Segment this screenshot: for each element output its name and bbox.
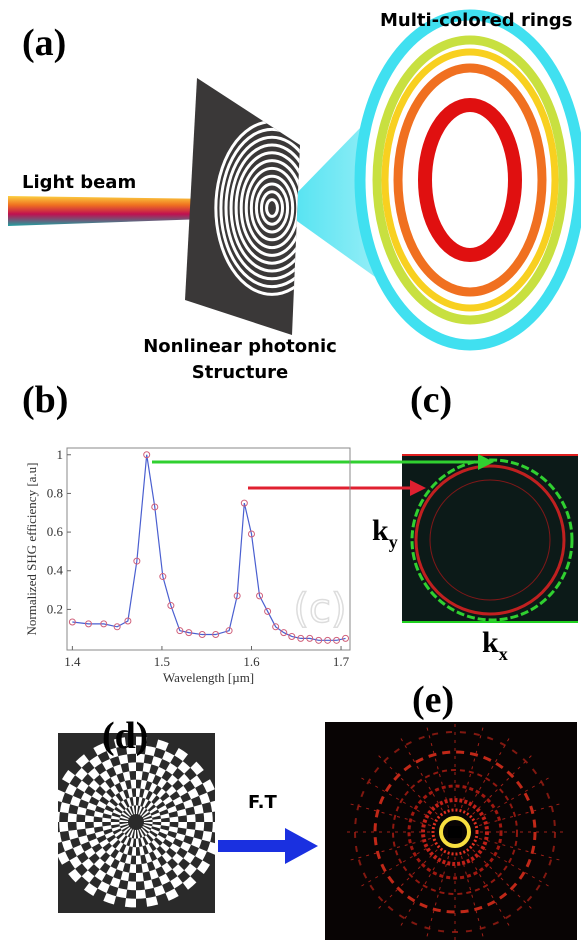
k: k [372, 514, 389, 547]
blue-arrow [218, 828, 318, 864]
segment [136, 873, 144, 882]
k: k [482, 626, 499, 659]
panel-label: (a) [22, 22, 66, 64]
y-tick-label: 0.4 [47, 563, 64, 578]
ft-center [448, 826, 462, 838]
segment [59, 822, 68, 832]
sub: y [389, 532, 398, 552]
x-tick-label: 1.7 [333, 654, 350, 669]
beam-label: Light beam [22, 172, 136, 193]
segment [76, 822, 85, 830]
panel-label: (e) [412, 679, 454, 721]
y-tick-label: 0.2 [47, 601, 63, 616]
page: (a) (b) (c) (d) (e) Light beam Multi-col… [0, 0, 581, 946]
y-tick-label: 1 [57, 447, 64, 462]
segment [127, 881, 136, 890]
panel-label: (d) [102, 715, 148, 757]
y-tick-label: 0.8 [47, 485, 63, 500]
segment [51, 811, 60, 822]
illustration [8, 12, 581, 942]
segment [195, 822, 204, 831]
x-tick-label: 1.6 [243, 654, 260, 669]
watermark: (c) [293, 586, 346, 632]
segment [187, 814, 196, 822]
rings-label: Multi-colored rings [380, 10, 572, 31]
x-axis-label: Wavelength [µm] [163, 670, 254, 685]
segment [204, 812, 213, 822]
kx-label: kx [482, 626, 508, 664]
ft-label: F.T [248, 792, 277, 813]
sub: x [499, 644, 508, 664]
x-tick-label: 1.5 [154, 654, 170, 669]
segment [136, 890, 146, 899]
segment [125, 898, 136, 907]
structure-label: Structure [192, 362, 288, 383]
ky-label: ky [372, 514, 398, 552]
x-tick-label: 1.4 [64, 654, 81, 669]
structure-label: Nonlinear photonic [143, 336, 337, 357]
panel-label: (b) [22, 379, 68, 421]
chart: 0.2 0.4 0.6 0.8 1 1.4 1.5 1.6 1.7 Wavelength [µm]… [24, 447, 350, 685]
figure: (a) (b) (c) (d) (e) Light beam Multi-col… [0, 0, 581, 946]
y-tick-label: 0.6 [47, 524, 64, 539]
y-axis-label: Normalized SHG efficiency [a.u] [24, 462, 39, 635]
panel-label: (c) [410, 379, 452, 421]
segment [128, 762, 136, 771]
segment [68, 813, 77, 822]
segment [212, 822, 221, 833]
